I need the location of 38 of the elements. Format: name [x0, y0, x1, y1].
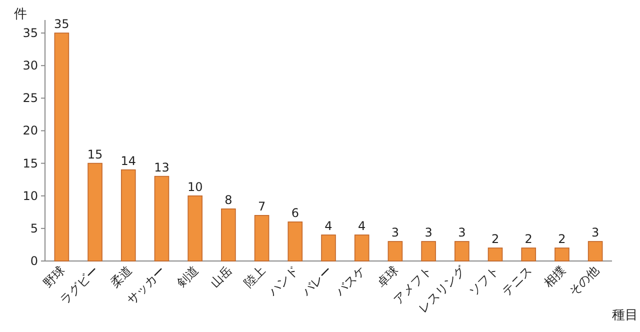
y-tick-label: 5	[30, 221, 38, 236]
x-tick-label: 卓球	[374, 263, 402, 290]
x-tick-label: ソフト	[466, 263, 502, 299]
y-tick-label: 20	[22, 124, 38, 138]
y-tick-label: 25	[22, 91, 38, 106]
y-tick-label: 35	[22, 26, 38, 40]
data-label: 3	[592, 225, 600, 240]
data-label: 4	[358, 218, 366, 233]
x-tick-label: テニス	[499, 263, 535, 299]
y-tick-label: 30	[22, 58, 38, 73]
data-label: 8	[224, 192, 232, 207]
x-tick-label: 剣道	[174, 263, 202, 290]
data-label: 13	[154, 160, 170, 174]
y-axis-title: 件	[14, 7, 27, 22]
y-tick-label: 15	[22, 156, 38, 170]
data-label: 35	[54, 17, 70, 32]
data-label: 6	[291, 206, 299, 220]
data-label: 2	[558, 232, 566, 246]
data-label: 3	[391, 225, 400, 240]
data-label: 7	[258, 199, 266, 214]
x-tick-label: 山岳	[208, 263, 235, 290]
data-label: 15	[87, 147, 103, 162]
x-tick-label: ハンド	[265, 263, 302, 300]
data-label: 3	[458, 225, 466, 240]
x-tick-label: 陸上	[241, 263, 268, 290]
data-label: 10	[187, 180, 203, 194]
x-axis-title: 種目	[612, 308, 638, 323]
x-tick-label: 野球	[40, 263, 68, 290]
data-label: 2	[491, 232, 500, 246]
x-tick-label: その他	[566, 263, 602, 299]
y-tick-label: 10	[22, 188, 38, 203]
x-tick-label: 柔道	[108, 263, 135, 290]
data-label: 2	[524, 232, 532, 246]
data-label: 4	[324, 218, 332, 233]
data-label: 3	[424, 225, 432, 240]
data-label: 14	[120, 154, 136, 168]
x-tick-label: 相撲	[541, 263, 568, 290]
y-tick-label: 0	[30, 254, 38, 268]
